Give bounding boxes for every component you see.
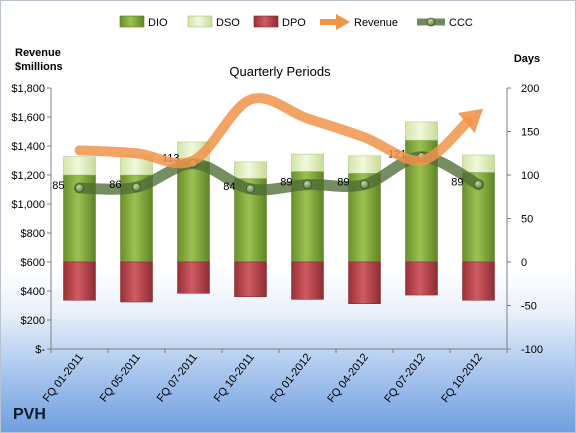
- x-tick-label: FQ 10-2011: [212, 351, 257, 404]
- bar-dio: [177, 161, 210, 263]
- bar-dpo: [405, 261, 438, 296]
- right-tick-label: 50: [521, 214, 533, 226]
- left-tick-label: $1,600: [11, 112, 45, 124]
- legend-label-dpo: DPO: [282, 17, 306, 29]
- right-tick-label: 150: [521, 127, 539, 139]
- ccc-data-label: 89: [337, 177, 349, 189]
- left-axis-title-line2: $millions: [15, 61, 63, 73]
- legend-swatch-dio: [119, 15, 145, 28]
- bar-dpo: [177, 261, 210, 294]
- bar-dpo: [63, 261, 96, 301]
- bars-group: [63, 121, 495, 305]
- bar-dpo: [120, 261, 153, 303]
- ccc-data-label: 89: [451, 177, 463, 189]
- revenue-arrowhead: [457, 108, 484, 133]
- bar-dpo: [348, 261, 381, 305]
- ccc-point: [302, 179, 313, 190]
- left-tick-label: $400: [21, 286, 45, 298]
- right-tick-label: -50: [521, 301, 537, 313]
- legend-label-revenue: Revenue: [354, 17, 398, 29]
- x-tick-label: FQ 07-2011: [155, 351, 200, 404]
- right-tick-label: 200: [521, 83, 539, 95]
- axes: $- $200 $400 $600 $800 $1,000 $1,200 $1,400 $1,6…: [11, 83, 543, 356]
- legend-swatch-revenue-head: [336, 14, 350, 30]
- ccc-data-label: 85: [52, 180, 64, 192]
- chart-title: Quarterly Periods: [229, 64, 331, 79]
- right-tick-label: 0: [521, 257, 527, 269]
- left-tick-label: $1,000: [11, 199, 45, 211]
- bar-dso: [462, 154, 495, 173]
- legend-label-dso: DSO: [216, 17, 240, 29]
- bar-dso: [348, 155, 381, 174]
- x-tick-label: FQ 04-2012: [325, 351, 371, 405]
- x-tick-label: FQ 01-2012: [268, 351, 314, 405]
- company-label: PVH: [13, 406, 46, 423]
- ccc-point: [74, 183, 85, 193]
- bar-dpo: [462, 261, 495, 301]
- left-tick-label: $1,800: [11, 83, 45, 95]
- ccc-data-label: 86: [109, 179, 121, 191]
- x-tick-labels: FQ 01-2011 FQ 05-2011 FQ 07-2011 FQ 10-2011…: [41, 351, 485, 405]
- legend-swatch-ccc-dot: [426, 17, 436, 27]
- x-tick-label: FQ 05-2011: [98, 351, 143, 404]
- bar-dso: [291, 153, 324, 172]
- ccc-point: [245, 184, 256, 194]
- bar-dso: [405, 121, 438, 141]
- left-tick-label: $600: [21, 257, 45, 269]
- right-tick-label: -100: [521, 344, 543, 356]
- ccc-point: [131, 182, 142, 192]
- left-tick-label: $-: [35, 344, 45, 356]
- right-tick-label: 100: [521, 170, 539, 182]
- ccc-point: [359, 179, 370, 190]
- legend: DIO DSO DPO Revenue CCC: [119, 14, 473, 30]
- left-tick-label: $800: [21, 228, 45, 240]
- ccc-point: [473, 179, 484, 190]
- bar-dso: [234, 161, 267, 179]
- bar-dso: [63, 156, 96, 176]
- left-axis-title-line1: Revenue: [15, 47, 61, 59]
- x-tick-label: FQ 07-2012: [382, 351, 428, 405]
- left-tick-label: $1,400: [11, 141, 45, 153]
- legend-swatch-dso: [187, 15, 213, 28]
- revenue-line: [74, 93, 473, 169]
- bar-dpo: [234, 261, 267, 298]
- legend-swatch-dpo: [253, 15, 279, 28]
- ccc-data-label: 89: [280, 177, 292, 189]
- ccc-data-label: 84: [223, 181, 235, 193]
- x-tick-label: FQ 01-2011: [41, 351, 86, 404]
- legend-label-dio: DIO: [148, 17, 168, 29]
- right-axis-title: Days: [514, 53, 540, 65]
- legend-label-ccc: CCC: [449, 17, 473, 29]
- left-tick-label: $200: [21, 315, 45, 327]
- left-tick-label: $1,200: [11, 170, 45, 182]
- x-tick-label: FQ 10-2012: [439, 351, 485, 405]
- bar-dpo: [291, 261, 324, 300]
